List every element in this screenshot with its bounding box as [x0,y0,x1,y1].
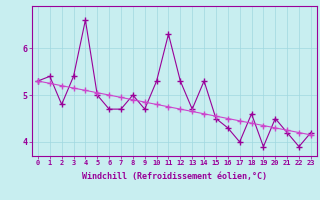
X-axis label: Windchill (Refroidissement éolien,°C): Windchill (Refroidissement éolien,°C) [82,172,267,181]
